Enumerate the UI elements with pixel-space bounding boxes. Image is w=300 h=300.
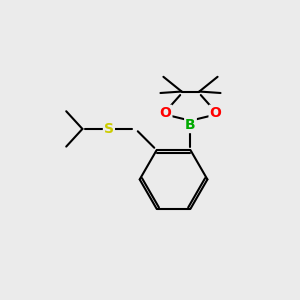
Text: O: O: [160, 106, 171, 120]
Text: B: B: [185, 118, 196, 132]
Text: S: S: [104, 122, 114, 136]
Text: O: O: [210, 106, 221, 120]
